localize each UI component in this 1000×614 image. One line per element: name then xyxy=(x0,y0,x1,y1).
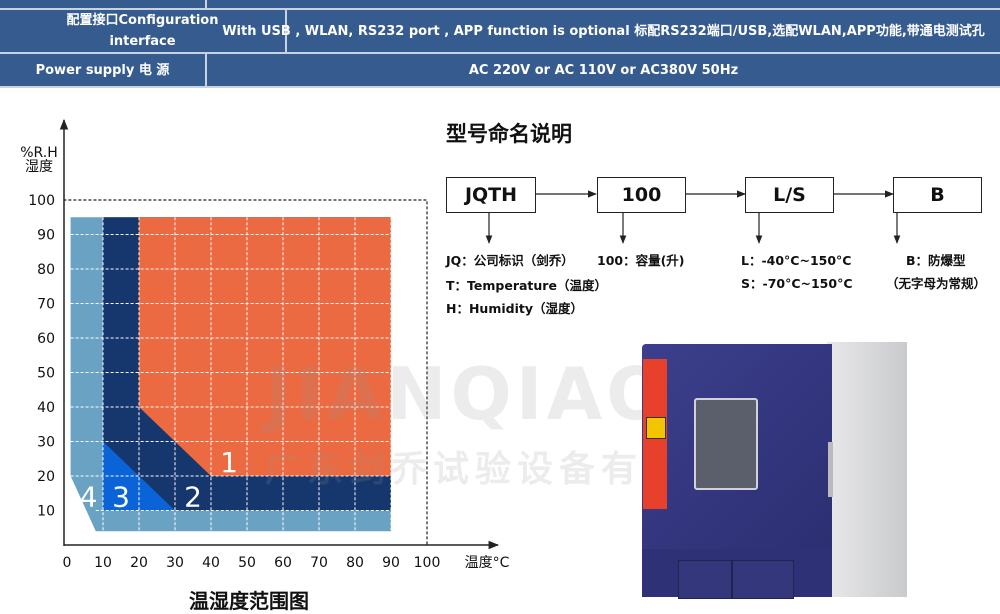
desc-t: T：Temperature（温度） xyxy=(446,278,607,293)
y-axis-label-line1: %R.H xyxy=(20,145,58,161)
x-tick-label: 10 xyxy=(94,555,112,571)
desc-h: H：Humidity（湿度） xyxy=(446,301,583,316)
model-box-series: JQTH xyxy=(446,177,536,213)
x-tick-label: 90 xyxy=(382,555,400,571)
region-label-4: 4 xyxy=(80,481,98,514)
chart-caption: 温湿度范围图 xyxy=(189,589,309,613)
naming-title: 型号命名说明 xyxy=(446,122,572,146)
desc-capacity: 100：容量(升) xyxy=(597,253,685,268)
spec-row-configuration: 配置接口Configuration interface With USB , W… xyxy=(0,10,1000,54)
y-tick-label: 70 xyxy=(37,297,55,313)
y-tick-label: 80 xyxy=(37,262,55,278)
x-tick-label: 30 xyxy=(166,555,184,571)
region-1 xyxy=(139,217,391,476)
model-box-explosion-proof: B xyxy=(893,177,982,213)
y-tick-label: 60 xyxy=(37,331,55,347)
x-tick-label: 40 xyxy=(202,555,220,571)
x-tick-label: 50 xyxy=(238,555,256,571)
spec-label: Power supply 电 源 xyxy=(0,54,207,86)
spec-label xyxy=(0,0,207,8)
spec-value: With USB , WLAN, RS232 port , APP functi… xyxy=(222,23,985,39)
model-box-capacity: 100 xyxy=(597,177,686,213)
y-tick-label: 50 xyxy=(37,366,55,382)
x-tick-label: 70 xyxy=(310,555,328,571)
region-label-2: 2 xyxy=(184,481,202,514)
y-tick-label: 20 xyxy=(37,469,55,485)
region-label-1: 1 xyxy=(220,446,238,479)
desc-jq: JQ：公司标识（剑乔） xyxy=(446,253,574,268)
y-tick-label: 100 xyxy=(28,193,55,209)
spec-row-power: Power supply 电 源 AC 220V or AC 110V or A… xyxy=(0,54,1000,88)
range-limit-frame xyxy=(63,199,428,545)
desc-s: S：-70°C~150°C xyxy=(741,276,853,291)
x-tick-label: 20 xyxy=(130,555,148,571)
region-label-3: 3 xyxy=(112,481,130,514)
y-axis-label-line2: 湿度 xyxy=(25,159,53,175)
spec-label: 配置接口Configuration interface xyxy=(0,10,287,52)
x-tick-label: 0 xyxy=(63,555,72,571)
y-tick-label: 10 xyxy=(37,504,55,520)
temp-humidity-chart: %R.H 湿度 温度°C 0 10 20 30 40 50 60 70 80 90 100 10 20 3… xyxy=(20,118,510,571)
desc-b-note: （无字母为常规） xyxy=(886,276,987,291)
x-axis-label: 温度°C xyxy=(465,555,510,571)
y-tick-label: 90 xyxy=(37,228,55,244)
y-tick-label: 40 xyxy=(37,400,55,416)
model-box-temp-range: L/S xyxy=(745,177,834,213)
region-3 xyxy=(103,441,175,511)
x-tick-label: 60 xyxy=(274,555,292,571)
x-tick-label: 100 xyxy=(414,555,441,571)
spec-value: AC 220V or AC 110V or AC380V 50Hz xyxy=(468,62,739,78)
desc-l: L：-40°C~150°C xyxy=(741,253,852,268)
y-tick-label: 30 xyxy=(37,435,55,451)
x-tick-label: 80 xyxy=(346,555,364,571)
desc-b: B：防爆型 xyxy=(906,253,966,268)
spec-row-partial xyxy=(0,0,1000,10)
test-chamber-image xyxy=(642,332,914,599)
